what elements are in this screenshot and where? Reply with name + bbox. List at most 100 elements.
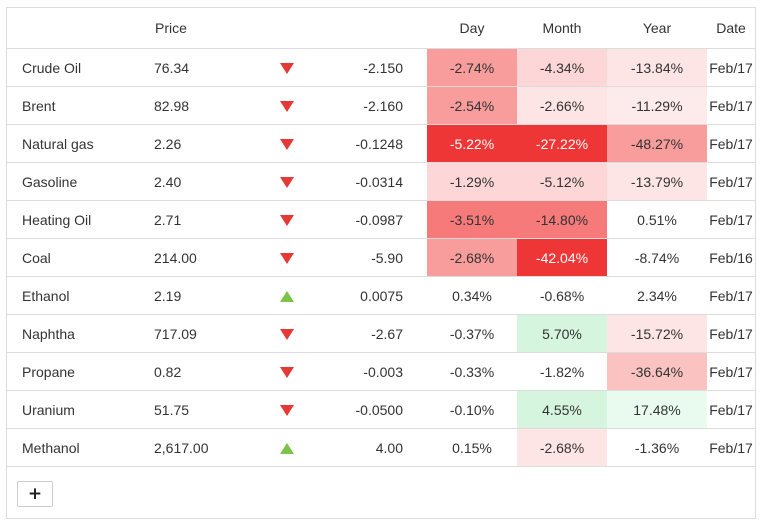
price-cell: 2,617.00 <box>154 428 266 467</box>
month-pct-cell: -2.68% <box>517 428 607 467</box>
month-pct-cell: 5.70% <box>517 314 607 353</box>
direction-cell <box>266 352 308 391</box>
arrow-down-icon <box>280 215 294 227</box>
direction-cell <box>266 390 308 429</box>
date-cell: Feb/17 <box>707 428 755 467</box>
arrow-down-icon <box>280 63 294 75</box>
table-row[interactable]: Gasoline 2.40 -0.0314 -1.29% -5.12% -13.79% Fe… <box>7 162 755 201</box>
commodity-name[interactable]: Ethanol <box>7 276 154 315</box>
commodity-name[interactable]: Propane <box>7 352 154 391</box>
day-pct-cell: -3.51% <box>427 200 517 239</box>
direction-cell <box>266 238 308 277</box>
direction-cell <box>266 276 308 315</box>
table-row[interactable]: Naphtha 717.09 -2.67 -0.37% 5.70% -15.72% Feb/… <box>7 314 755 353</box>
arrow-down-icon <box>280 177 294 189</box>
month-pct-cell: -14.80% <box>517 200 607 239</box>
arrow-down-icon <box>280 329 294 341</box>
arrow-down-icon <box>280 405 294 417</box>
direction-cell <box>266 162 308 201</box>
arrow-down-icon <box>280 139 294 151</box>
header-year[interactable]: Year <box>607 8 707 49</box>
date-cell: Feb/17 <box>707 162 755 201</box>
year-pct-cell: -36.64% <box>607 352 707 391</box>
change-cell: -0.0500 <box>308 390 427 429</box>
change-cell: -0.0987 <box>308 200 427 239</box>
change-cell: -0.1248 <box>308 124 427 163</box>
header-day[interactable]: Day <box>427 8 517 49</box>
day-pct-cell: 0.34% <box>427 276 517 315</box>
day-pct-cell: -2.54% <box>427 86 517 125</box>
date-cell: Feb/17 <box>707 124 755 163</box>
day-pct-cell: -2.68% <box>427 238 517 277</box>
table-row[interactable]: Natural gas 2.26 -0.1248 -5.22% -27.22% -48.2… <box>7 124 755 163</box>
header-month[interactable]: Month <box>517 8 607 49</box>
arrow-down-icon <box>280 253 294 265</box>
price-cell: 51.75 <box>154 390 266 429</box>
commodity-name[interactable]: Brent <box>7 86 154 125</box>
change-cell: -5.90 <box>308 238 427 277</box>
price-cell: 214.00 <box>154 238 266 277</box>
year-pct-cell: -13.84% <box>607 48 707 87</box>
direction-cell <box>266 200 308 239</box>
add-button[interactable]: + <box>17 481 53 507</box>
table-row[interactable]: Ethanol 2.19 0.0075 0.34% -0.68% 2.34% Feb/17 <box>7 276 755 315</box>
month-pct-cell: 4.55% <box>517 390 607 429</box>
month-pct-cell: -42.04% <box>517 238 607 277</box>
commodities-panel: Price Day Month Year Date Crude Oil 76.34… <box>6 7 756 519</box>
header-arrow <box>266 8 308 49</box>
arrow-down-icon <box>280 101 294 113</box>
header-change <box>308 8 427 49</box>
table-row[interactable]: Methanol 2,617.00 4.00 0.15% -2.68% -1.36% Feb… <box>7 428 755 467</box>
direction-cell <box>266 124 308 163</box>
header-price[interactable]: Price <box>154 8 266 49</box>
table-row[interactable]: Brent 82.98 -2.160 -2.54% -2.66% -11.29% Feb/1… <box>7 86 755 125</box>
table-row[interactable]: Coal 214.00 -5.90 -2.68% -42.04% -8.74% Feb/16 <box>7 238 755 277</box>
month-pct-cell: -27.22% <box>517 124 607 163</box>
commodity-name[interactable]: Methanol <box>7 428 154 467</box>
price-cell: 2.71 <box>154 200 266 239</box>
year-pct-cell: -15.72% <box>607 314 707 353</box>
price-cell: 0.82 <box>154 352 266 391</box>
date-cell: Feb/17 <box>707 86 755 125</box>
arrow-up-icon <box>280 443 294 455</box>
change-cell: 0.0075 <box>308 276 427 315</box>
month-pct-cell: -5.12% <box>517 162 607 201</box>
date-cell: Feb/17 <box>707 314 755 353</box>
arrow-down-icon <box>280 367 294 379</box>
date-cell: Feb/17 <box>707 48 755 87</box>
direction-cell <box>266 428 308 467</box>
header-name <box>7 8 154 49</box>
price-cell: 2.40 <box>154 162 266 201</box>
commodity-name[interactable]: Uranium <box>7 390 154 429</box>
day-pct-cell: -0.10% <box>427 390 517 429</box>
month-pct-cell: -2.66% <box>517 86 607 125</box>
price-cell: 82.98 <box>154 86 266 125</box>
table-row[interactable]: Heating Oil 2.71 -0.0987 -3.51% -14.80% 0.51%… <box>7 200 755 239</box>
day-pct-cell: -1.29% <box>427 162 517 201</box>
commodity-name[interactable]: Gasoline <box>7 162 154 201</box>
direction-cell <box>266 48 308 87</box>
table-row[interactable]: Crude Oil 76.34 -2.150 -2.74% -4.34% -13.84% F… <box>7 48 755 87</box>
commodity-name[interactable]: Crude Oil <box>7 48 154 87</box>
commodity-name[interactable]: Coal <box>7 238 154 277</box>
month-pct-cell: -4.34% <box>517 48 607 87</box>
date-cell: Feb/17 <box>707 390 755 429</box>
arrow-up-icon <box>280 291 294 303</box>
table-row[interactable]: Propane 0.82 -0.003 -0.33% -1.82% -36.64% Feb/… <box>7 352 755 391</box>
header-date[interactable]: Date <box>707 8 755 49</box>
commodity-name[interactable]: Natural gas <box>7 124 154 163</box>
direction-cell <box>266 86 308 125</box>
year-pct-cell: -13.79% <box>607 162 707 201</box>
change-cell: -2.67 <box>308 314 427 353</box>
table-row[interactable]: Uranium 51.75 -0.0500 -0.10% 4.55% 17.48% Feb/… <box>7 390 755 429</box>
date-cell: Feb/17 <box>707 352 755 391</box>
year-pct-cell: 0.51% <box>607 200 707 239</box>
month-pct-cell: -1.82% <box>517 352 607 391</box>
commodity-name[interactable]: Naphtha <box>7 314 154 353</box>
year-pct-cell: 17.48% <box>607 390 707 429</box>
day-pct-cell: -5.22% <box>427 124 517 163</box>
year-pct-cell: -8.74% <box>607 238 707 277</box>
commodity-name[interactable]: Heating Oil <box>7 200 154 239</box>
price-cell: 2.26 <box>154 124 266 163</box>
change-cell: 4.00 <box>308 428 427 467</box>
